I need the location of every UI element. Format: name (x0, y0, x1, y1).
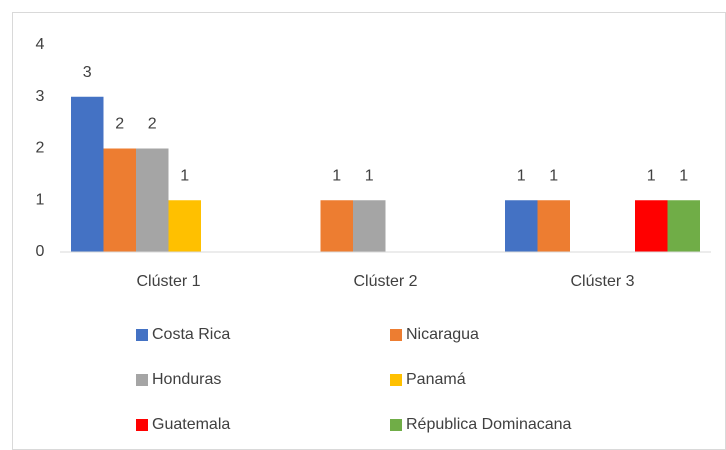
legend-label: Honduras (152, 371, 221, 388)
data-label: 2 (148, 116, 157, 133)
bar (136, 148, 169, 252)
legend-label: Nicaragua (406, 326, 479, 343)
x-tick-label: Clúster 2 (353, 273, 417, 290)
data-label: 1 (180, 167, 189, 184)
legend-label: Guatemala (152, 416, 230, 433)
x-tick-label: Clúster 3 (570, 273, 634, 290)
legend-label: Panamá (406, 371, 466, 388)
bar (103, 148, 136, 252)
bar (320, 200, 353, 252)
y-tick-label: 0 (36, 243, 45, 260)
bar (635, 200, 668, 252)
legend-swatch (136, 329, 148, 341)
bar (505, 200, 538, 252)
y-tick-label: 1 (36, 191, 45, 208)
data-label: 1 (679, 167, 688, 184)
legend-swatch (390, 374, 402, 386)
data-label: 2 (115, 116, 124, 133)
legend-swatch (136, 419, 148, 431)
data-label: 1 (549, 167, 558, 184)
bar (168, 200, 201, 252)
y-tick-label: 4 (36, 36, 45, 53)
bar (537, 200, 570, 252)
y-tick-label: 3 (36, 88, 45, 105)
legend-label: Républica Dominacana (406, 416, 572, 433)
legend-swatch (136, 374, 148, 386)
bar (353, 200, 386, 252)
bar (71, 96, 104, 252)
data-label: 1 (517, 167, 526, 184)
x-tick-label: Clúster 1 (136, 273, 200, 290)
legend-swatch (390, 329, 402, 341)
legend-label: Costa Rica (152, 326, 230, 343)
data-label: 1 (332, 167, 341, 184)
data-label: 1 (647, 167, 656, 184)
y-tick-label: 2 (36, 140, 45, 157)
legend-swatch (390, 419, 402, 431)
data-label: 3 (83, 64, 92, 81)
data-label: 1 (365, 167, 374, 184)
bar (667, 200, 700, 252)
